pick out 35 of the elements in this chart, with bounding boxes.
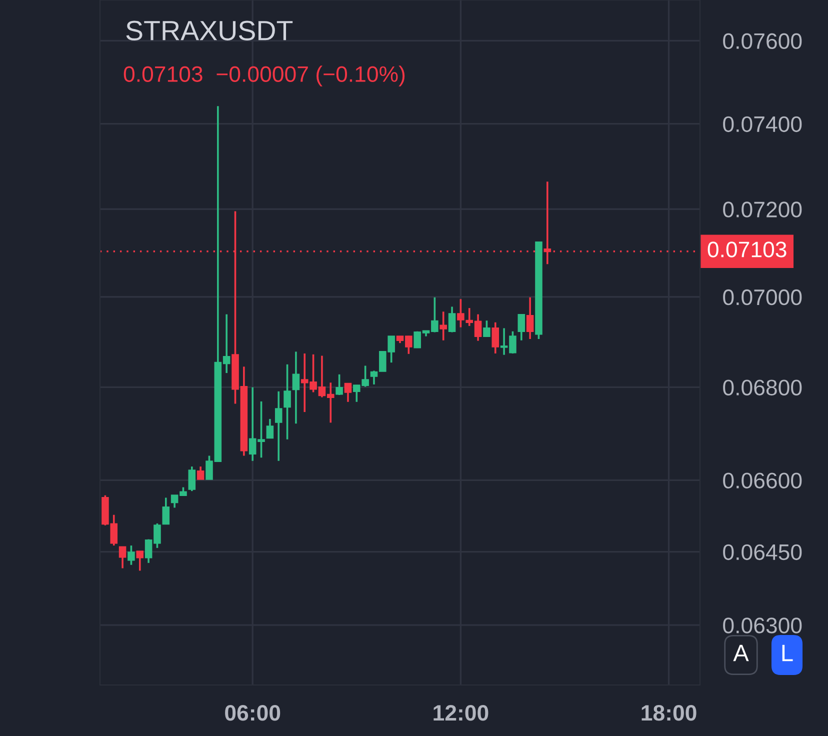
y-tick-label: 0.06800 [723, 380, 802, 396]
candlestick [128, 544, 135, 566]
candlestick [448, 306, 456, 334]
x-tick-label: 06:00 [225, 705, 280, 721]
candlestick [336, 373, 343, 396]
text: 0.07103 −0.00007 (−0.10%) [124, 66, 405, 86]
x-tick-label: 12:00 [434, 705, 488, 721]
candlestick [492, 321, 500, 354]
x-tick-label: 18:00 [642, 705, 696, 721]
candlestick [196, 466, 204, 480]
y-tick-label: 0.07400 [723, 116, 802, 132]
text: L [782, 644, 793, 662]
candlestick [284, 363, 291, 440]
y-tick-label: 0.06300 [723, 618, 802, 634]
candlestick [344, 382, 352, 403]
candlestick [118, 546, 126, 570]
y-tick-label: 0.06600 [723, 472, 802, 488]
candlestick [188, 466, 196, 492]
text: STRAXUSDT [126, 20, 293, 40]
candlestick [544, 180, 552, 266]
ref-line-label: 0.07103 [708, 242, 786, 258]
y-tick-label: 0.07600 [723, 33, 802, 49]
candlestick [162, 496, 170, 525]
candlestick [136, 550, 144, 572]
candlestick [266, 418, 274, 439]
candlestick [518, 314, 526, 342]
candlestick [274, 390, 282, 462]
candlestick [483, 320, 490, 338]
y-tick-label: 0.06450 [723, 544, 802, 560]
text: A [733, 644, 749, 662]
candlestick [526, 296, 534, 340]
candlestick [292, 350, 300, 424]
candlestick [440, 310, 447, 342]
y-tick-label: 0.07000 [723, 289, 802, 306]
y-tick-label: 0.07200 [723, 202, 802, 218]
